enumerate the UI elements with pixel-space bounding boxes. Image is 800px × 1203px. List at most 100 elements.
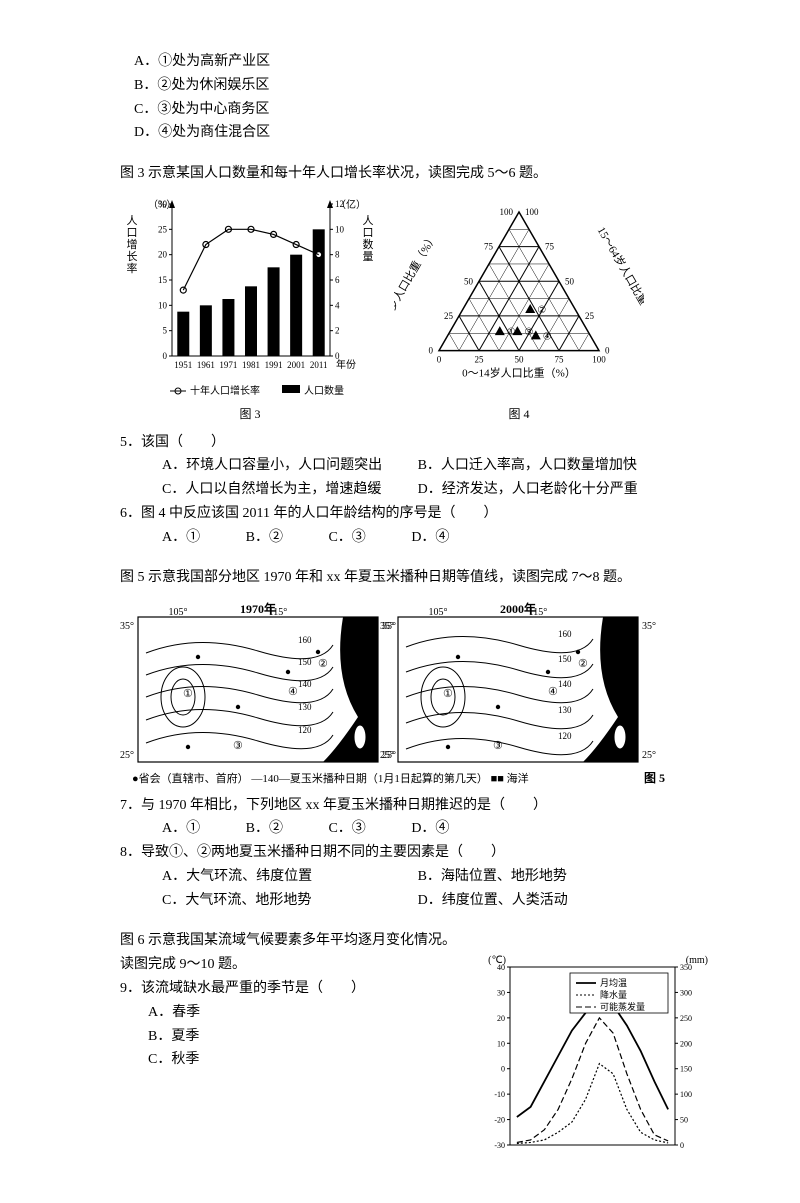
q8-opt-b: B．海陆位置、地形地势 <box>418 869 567 884</box>
q9-opt-a: A．春季 <box>148 1001 465 1025</box>
svg-text:15～64岁人口比重（%）: 15～64岁人口比重（%） <box>595 224 644 334</box>
question-9-stem: 9．该流域缺水最严重的季节是（ ） <box>120 977 465 1001</box>
svg-text:增: 增 <box>127 237 138 251</box>
svg-text:0: 0 <box>605 346 610 356</box>
svg-text:1951: 1951 <box>174 360 192 370</box>
svg-text:④: ④ <box>288 686 298 698</box>
q8-opt-c: C．大气环流、地形地势 <box>162 889 414 913</box>
q8-opt-d: D．纬度位置、人类活动 <box>418 893 568 908</box>
svg-text:50: 50 <box>565 276 575 286</box>
svg-text:③: ③ <box>233 740 243 752</box>
svg-text:②: ② <box>537 305 546 316</box>
svg-text:10: 10 <box>158 301 168 311</box>
svg-text:长: 长 <box>127 250 138 263</box>
instruction-9-10b: 读图完成 9～10 题。 <box>120 953 465 977</box>
svg-text:250: 250 <box>680 1014 692 1023</box>
svg-text:100: 100 <box>500 207 514 217</box>
svg-text:130: 130 <box>298 702 312 712</box>
svg-text:160: 160 <box>558 629 572 639</box>
svg-text:30: 30 <box>497 989 505 998</box>
svg-text:0: 0 <box>501 1065 505 1074</box>
svg-text:115°: 115° <box>269 607 288 618</box>
svg-text:4: 4 <box>335 301 340 311</box>
q5-opt-a: A．环境人口容量小，人口问题突出 <box>162 454 414 478</box>
svg-text:口: 口 <box>363 227 374 239</box>
svg-text:率: 率 <box>127 261 138 275</box>
q6-opt-a: A．① <box>162 526 200 550</box>
svg-text:20: 20 <box>158 250 168 260</box>
question-8-stem: 8．导致①、②两地夏玉米播种日期不同的主要因素是（ ） <box>120 841 710 865</box>
svg-text:图 5: 图 5 <box>644 771 665 785</box>
chart-population-growth: 人口增长率人口数量（%）（亿）0510152025300246810121951… <box>120 194 380 404</box>
svg-text:十年人口增长率: 十年人口增长率 <box>190 384 260 397</box>
option-a: A．①处为高新产业区 <box>134 50 710 74</box>
svg-text:0: 0 <box>680 1141 684 1150</box>
figure-5: 1970年105°115°35°25°35°25°160150140130120… <box>120 599 710 794</box>
q7-opt-a: A．① <box>162 817 200 841</box>
svg-text:③: ③ <box>493 740 503 752</box>
svg-text:40: 40 <box>497 963 505 972</box>
question-6-options: A．① B．② C．③ D．④ <box>162 526 710 550</box>
svg-text:年份: 年份 <box>336 358 356 371</box>
svg-text:0～14岁人口比重（%）: 0～14岁人口比重（%） <box>462 366 576 380</box>
q9-opt-b: B．夏季 <box>148 1025 465 1049</box>
svg-text:1991: 1991 <box>265 360 283 370</box>
svg-text:-10: -10 <box>494 1090 505 1099</box>
svg-text:105°: 105° <box>169 607 188 618</box>
question-6-stem: 6．图 4 中反应该国 2011 年的人口年龄结构的序号是（ ） <box>120 502 710 526</box>
q7-opt-c: C．③ <box>328 817 365 841</box>
svg-text:120: 120 <box>298 725 312 735</box>
svg-text:15: 15 <box>158 275 168 285</box>
svg-text:②: ② <box>318 658 328 670</box>
q6-opt-c: C．③ <box>328 526 365 550</box>
svg-text:50: 50 <box>515 355 525 365</box>
option-list: A．①处为高新产业区 B．②处为休闲娱乐区 C．③处为中心商务区 D．④处为商住… <box>134 50 710 145</box>
svg-text:150: 150 <box>298 657 312 667</box>
svg-text:25°: 25° <box>642 750 656 761</box>
svg-text:25: 25 <box>475 355 485 365</box>
svg-text:-30: -30 <box>494 1141 505 1150</box>
question-8-options: A．大气环流、纬度位置 B．海陆位置、地形地势 C．大气环流、地形地势 D．纬度… <box>162 865 710 913</box>
svg-text:2: 2 <box>335 326 340 336</box>
svg-text:25: 25 <box>444 311 454 321</box>
svg-text:6: 6 <box>335 275 340 285</box>
svg-text:150: 150 <box>680 1065 692 1074</box>
svg-text:④: ④ <box>548 686 558 698</box>
figure-4-caption: 图 4 <box>394 404 644 424</box>
svg-text:可能蒸发量: 可能蒸发量 <box>600 1001 645 1012</box>
figure-3: 人口增长率人口数量（%）（亿）0510152025300246810121951… <box>120 194 380 424</box>
svg-text:35°: 35° <box>120 621 134 632</box>
q5-opt-d: D．经济发达，人口老龄化十分严重 <box>418 482 638 497</box>
svg-text:140: 140 <box>558 679 572 689</box>
svg-text:12: 12 <box>335 199 344 209</box>
svg-text:160: 160 <box>298 635 312 645</box>
svg-text:25°: 25° <box>380 750 394 761</box>
svg-text:量: 量 <box>363 250 374 263</box>
figure-3-4-row: 人口增长率人口数量（%）（亿）0510152025300246810121951… <box>120 194 710 424</box>
svg-text:35°: 35° <box>380 621 394 632</box>
q9-opt-c: C．秋季 <box>148 1048 465 1072</box>
svg-text:100: 100 <box>592 355 606 365</box>
svg-text:35°: 35° <box>642 621 656 632</box>
svg-text:25°: 25° <box>120 750 134 761</box>
svg-text:75: 75 <box>484 242 494 252</box>
svg-text:①: ① <box>443 688 453 700</box>
question-7-options: A．① B．② C．③ D．④ <box>162 817 710 841</box>
svg-text:①: ① <box>183 688 193 700</box>
q7-opt-b: B．② <box>246 817 283 841</box>
svg-text:降水量: 降水量 <box>600 989 627 1000</box>
svg-text:口: 口 <box>127 227 138 239</box>
option-d: D．④处为商住混合区 <box>134 121 710 145</box>
svg-text:④: ④ <box>543 331 552 342</box>
svg-text:25: 25 <box>158 225 168 235</box>
svg-text:100: 100 <box>525 207 539 217</box>
svg-text:30: 30 <box>158 199 168 209</box>
svg-text:-20: -20 <box>494 1116 505 1125</box>
svg-text:130: 130 <box>558 705 572 715</box>
svg-text:人: 人 <box>127 214 138 227</box>
svg-text:5: 5 <box>163 326 168 336</box>
svg-text:0: 0 <box>437 355 442 365</box>
svg-text:20: 20 <box>497 1014 505 1023</box>
svg-text:0: 0 <box>163 351 168 361</box>
svg-text:350: 350 <box>680 963 692 972</box>
